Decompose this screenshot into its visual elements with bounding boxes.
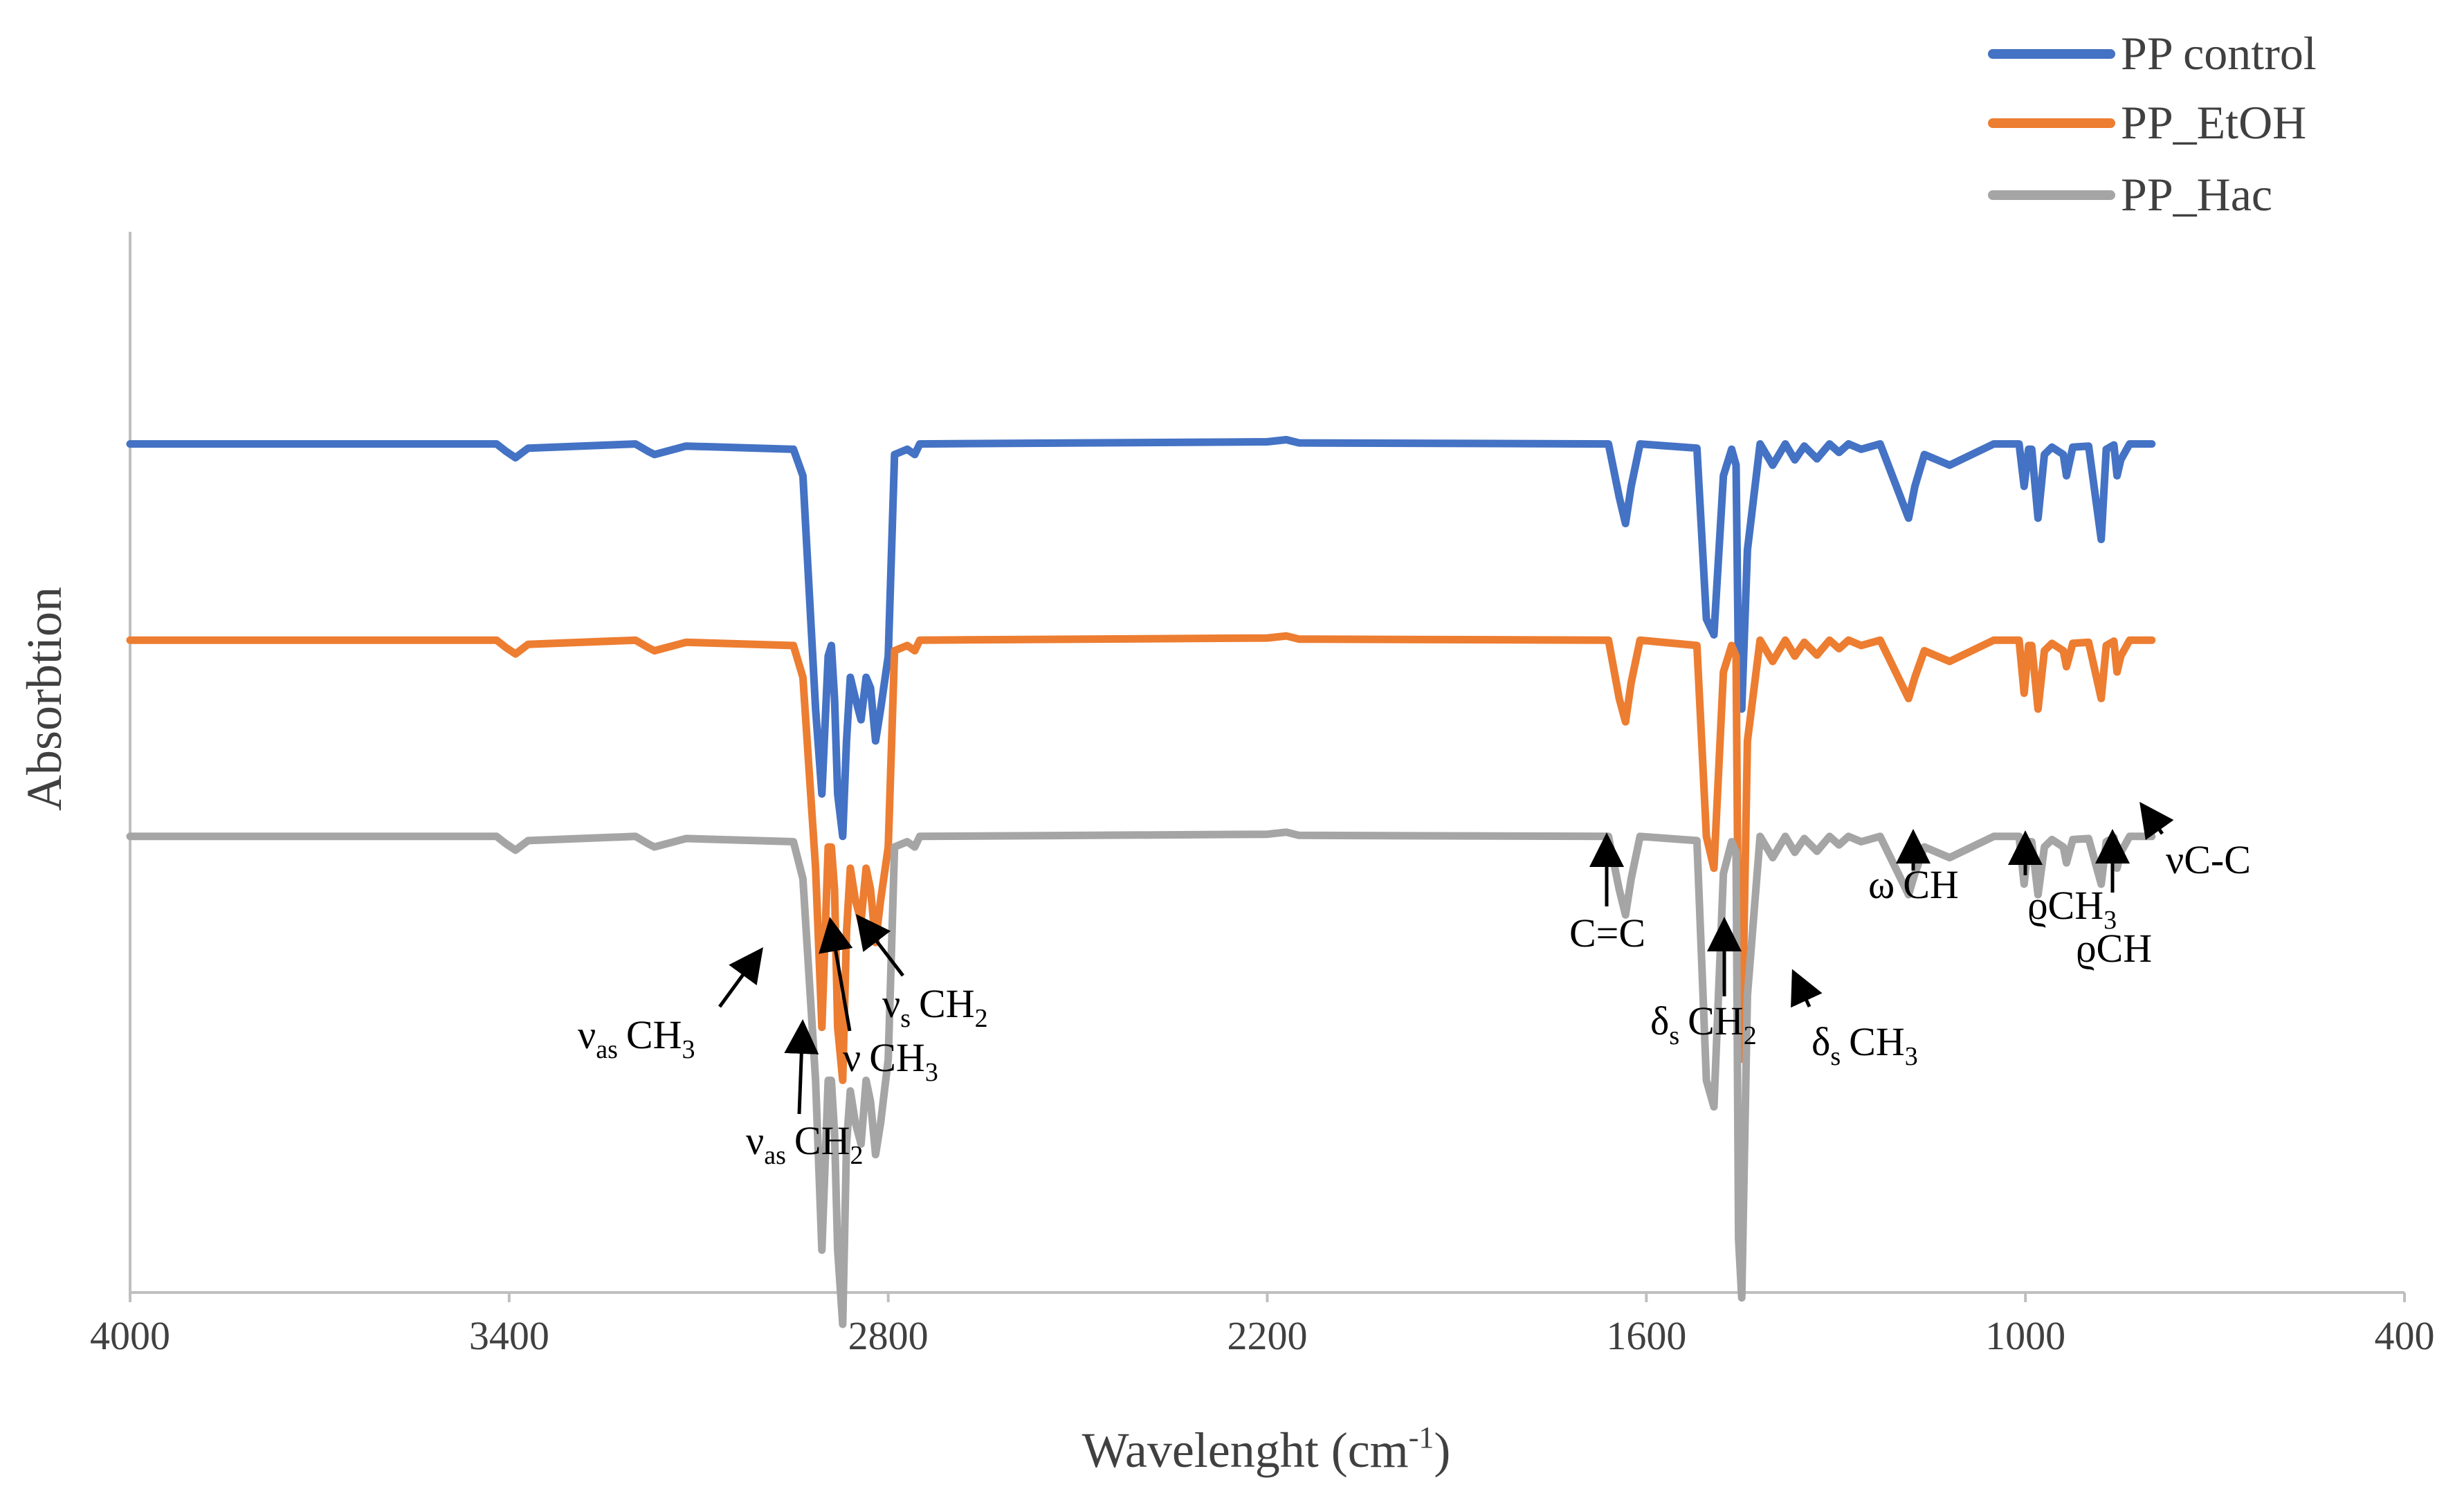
arrow-v-cc bbox=[2139, 801, 2174, 841]
arrow-vs-ch2 bbox=[855, 914, 904, 977]
arrow-v-ch3 bbox=[819, 917, 853, 1032]
x-tick-label: 3400 bbox=[469, 1313, 549, 1358]
arrow-ds-ch3 bbox=[1791, 969, 1823, 1008]
series-line-pp-hac bbox=[126, 828, 2156, 1328]
label-ds-ch2: δs CH2 bbox=[1650, 998, 1757, 1050]
series-group bbox=[126, 436, 2156, 1328]
x-axis-title-text: Wavelenght (cm bbox=[1082, 1423, 1409, 1478]
x-axis-ticks: 4000 3400 2800 2200 1600 1000 400 bbox=[90, 1292, 2435, 1358]
x-tick-label: 4000 bbox=[90, 1313, 170, 1358]
legend-label-pp-hac: PP_Hac bbox=[2121, 168, 2272, 221]
legend-label-pp-control: PP control bbox=[2121, 27, 2317, 80]
label-rho-ch: ϱCH bbox=[2076, 926, 2152, 971]
x-tick-label: 1600 bbox=[1606, 1313, 1686, 1358]
arrow-vas-ch2 bbox=[784, 1019, 819, 1115]
arrow-vas-ch3 bbox=[718, 947, 763, 1008]
x-axis-title-closing: ) bbox=[1434, 1423, 1450, 1478]
label-omega-ch: ω CH bbox=[1868, 862, 1959, 907]
x-axis-title-superscript: -1 bbox=[1409, 1421, 1434, 1454]
label-v-cc: νC-C bbox=[2166, 837, 2251, 882]
label-v-ch3: ν CH3 bbox=[843, 1035, 938, 1087]
legend[interactable]: PP control PP_EtOH PP_Hac bbox=[1988, 27, 2317, 221]
x-tick-label: 1000 bbox=[1985, 1313, 2065, 1358]
y-axis-title: Absorbtion bbox=[17, 587, 72, 811]
x-tick-label: 2200 bbox=[1228, 1313, 1308, 1358]
x-axis-title: Wavelenght (cm-1) bbox=[1082, 1421, 1451, 1478]
x-tick-label: 2800 bbox=[848, 1313, 929, 1358]
x-tick-label: 400 bbox=[2375, 1313, 2435, 1358]
peak-annotations: νas CH3 νas CH2 ν CH3 νs CH2 C=C δs CH2 δs CH3 bbox=[578, 801, 2251, 1170]
label-ds-ch3: δs CH3 bbox=[1812, 1019, 1918, 1071]
label-c-eq-c: C=C bbox=[1569, 911, 1645, 956]
label-rho-ch3: ϱCH3 bbox=[2027, 883, 2117, 935]
legend-label-pp-etoh: PP_EtOH bbox=[2121, 96, 2306, 149]
label-vs-ch2: νs CH2 bbox=[882, 981, 988, 1033]
label-vas-ch3: νas CH3 bbox=[578, 1012, 695, 1064]
label-vas-ch2: νas CH2 bbox=[746, 1118, 863, 1170]
series-line-pp-control bbox=[126, 436, 2156, 841]
series-line-pp-etoh bbox=[126, 632, 2156, 1084]
